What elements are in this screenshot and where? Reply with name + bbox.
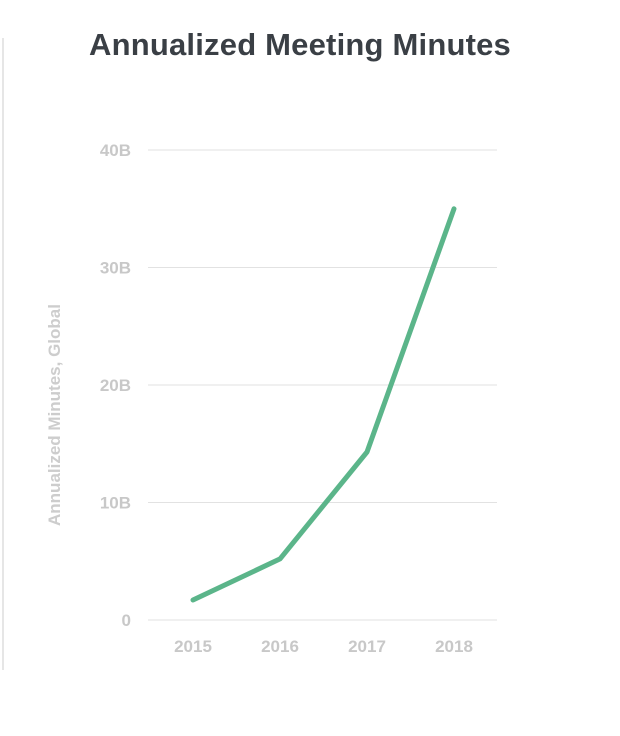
y-tick-label: 10B xyxy=(100,494,131,513)
series-layer xyxy=(190,206,457,603)
series-line xyxy=(190,206,457,603)
x-tick-label: 2015 xyxy=(174,637,212,656)
left-border-rule xyxy=(2,38,4,670)
x-tick-label: 2017 xyxy=(348,637,386,656)
gridlines xyxy=(148,149,497,621)
x-tick-label: 2018 xyxy=(435,637,473,656)
y-tick-label: 20B xyxy=(100,376,131,395)
y-axis-title: Annualized Minutes, Global xyxy=(45,304,64,526)
y-axis-ticks: 0 10B 20B 30B 40B xyxy=(100,141,131,630)
y-tick-label: 0 xyxy=(122,611,131,630)
chart-title: Annualized Meeting Minutes xyxy=(89,27,511,62)
x-tick-label: 2016 xyxy=(261,637,299,656)
y-tick-label: 30B xyxy=(100,259,131,278)
y-tick-label: 40B xyxy=(100,141,131,160)
x-axis-ticks: 2015 2016 2017 2018 xyxy=(174,637,473,656)
